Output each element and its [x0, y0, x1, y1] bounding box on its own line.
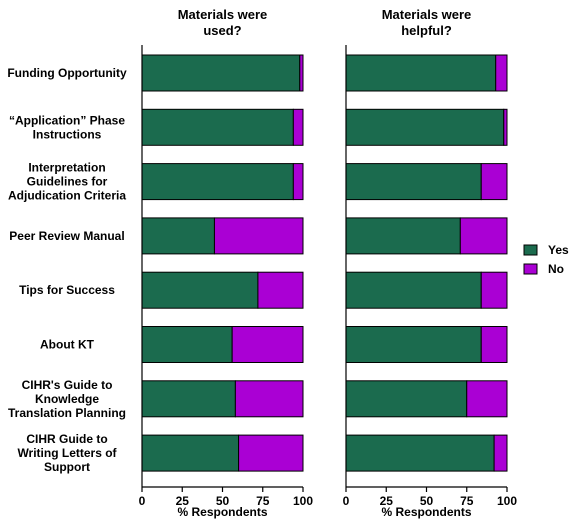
x-axis-label-1: % Respondents [177, 505, 267, 519]
x-tick-label-1-3: 75 [256, 494, 270, 508]
bar-2-no-4 [459, 217, 508, 255]
bar-2-yes-6 [345, 326, 482, 363]
panel-title-1: Materials were used? [178, 7, 268, 38]
bar-2-yes-5 [345, 271, 482, 309]
bar-1-yes-4 [141, 217, 215, 255]
category-label-8: CIHR Guide to Writing Letters of Support [17, 432, 117, 474]
x-tick-label-2-3: 75 [460, 494, 474, 508]
bar-2-yes-2 [345, 108, 505, 146]
bar-1-no-7 [234, 380, 304, 418]
bar-2-no-3 [480, 163, 508, 201]
bar-1-no-2 [292, 108, 304, 146]
bar-2-no-1 [495, 54, 508, 92]
bar-1-no-5 [257, 271, 304, 309]
x-axis-label-2: % Respondents [381, 505, 471, 519]
category-label-2: “Application” Phase Instructions [9, 113, 125, 141]
bar-2-no-8 [493, 434, 508, 472]
bar-1-yes-6 [141, 326, 233, 363]
bar-1-no-6 [231, 326, 304, 363]
bar-2-no-7 [466, 380, 508, 418]
category-label-1: Funding Opportunity [7, 66, 127, 80]
bar-1-no-1 [299, 54, 304, 92]
bar-1-yes-1 [141, 54, 301, 92]
legend-label-no: No [548, 262, 564, 276]
bar-2-no-5 [480, 271, 508, 309]
category-label-5: Tips for Success [19, 283, 115, 297]
x-tick-label-2-0: 0 [343, 494, 350, 508]
bar-2-yes-1 [345, 54, 497, 92]
bar-1-yes-7 [141, 380, 236, 418]
bar-2-no-6 [480, 326, 508, 363]
x-tick-label-1-2: 50 [216, 494, 230, 508]
bar-1-no-3 [292, 163, 304, 201]
panel-title-2: Materials were helpful? [382, 7, 472, 38]
legend-swatch-no [523, 263, 538, 275]
bar-1-yes-3 [141, 163, 294, 201]
category-label-4: Peer Review Manual [9, 229, 124, 243]
x-tick-label-1-4: 100 [293, 494, 313, 508]
bar-1-no-4 [213, 217, 304, 255]
bar-2-no-2 [503, 108, 508, 146]
x-tick-label-2-4: 100 [497, 494, 517, 508]
bar-1-yes-2 [141, 108, 294, 146]
category-label-3: Interpretation Guidelines for Adjudication… [8, 161, 126, 203]
legend-label-yes: Yes [548, 243, 569, 257]
bar-2-yes-8 [345, 434, 495, 472]
bar-2-yes-4 [345, 217, 461, 255]
category-label-6: About KT [40, 338, 95, 352]
x-tick-label-1-0: 0 [139, 494, 146, 508]
bar-2-yes-7 [345, 380, 468, 418]
bar-1-yes-8 [141, 434, 240, 472]
legend-swatch-yes [523, 244, 538, 256]
bar-1-yes-5 [141, 271, 259, 309]
bar-1-no-8 [238, 434, 304, 472]
x-tick-label-2-2: 50 [420, 494, 434, 508]
x-tick-label-2-1: 25 [380, 494, 394, 508]
bar-2-yes-3 [345, 163, 482, 201]
x-tick-label-1-1: 25 [176, 494, 190, 508]
category-label-7: CIHR's Guide to Knowledge Translation Plan… [8, 378, 126, 420]
